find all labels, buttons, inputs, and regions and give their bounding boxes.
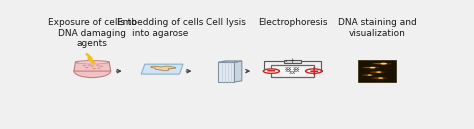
Circle shape [376, 71, 382, 73]
Text: Embedding of cells
into agarose: Embedding of cells into agarose [117, 18, 203, 38]
Polygon shape [74, 62, 110, 71]
Circle shape [264, 69, 280, 73]
Circle shape [367, 74, 372, 76]
FancyBboxPatch shape [284, 60, 301, 63]
Text: xx: xx [285, 66, 292, 71]
Circle shape [91, 66, 94, 67]
Polygon shape [235, 61, 242, 82]
Circle shape [306, 69, 322, 73]
Polygon shape [219, 61, 242, 62]
Text: xx: xx [285, 68, 292, 73]
Text: xx: xx [289, 70, 296, 75]
Text: −: − [266, 65, 277, 78]
Circle shape [370, 67, 375, 68]
Text: - +: - + [285, 58, 296, 64]
Ellipse shape [373, 63, 383, 64]
Circle shape [97, 68, 101, 69]
Ellipse shape [74, 65, 110, 78]
Bar [272, 65, 314, 77]
Text: Cell lysis: Cell lysis [207, 18, 246, 27]
Bar [219, 62, 235, 82]
Ellipse shape [375, 63, 392, 65]
Ellipse shape [362, 67, 373, 68]
Text: xx: xx [292, 66, 300, 71]
Ellipse shape [75, 61, 109, 64]
Polygon shape [151, 66, 176, 71]
Circle shape [92, 68, 96, 69]
Polygon shape [141, 64, 183, 74]
Text: DNA staining and
visualization: DNA staining and visualization [337, 18, 416, 38]
Circle shape [378, 77, 383, 79]
Text: Exposure of cells to
DNA damaging
agents: Exposure of cells to DNA damaging agents [48, 18, 137, 48]
Ellipse shape [222, 61, 238, 62]
Circle shape [82, 65, 86, 66]
Ellipse shape [364, 74, 375, 76]
Circle shape [380, 63, 387, 64]
Ellipse shape [365, 67, 380, 69]
Text: xx: xx [292, 68, 300, 73]
Circle shape [88, 65, 91, 66]
Circle shape [100, 66, 103, 67]
Ellipse shape [373, 71, 385, 73]
Bar [358, 60, 396, 82]
Text: +: + [308, 65, 319, 78]
Ellipse shape [77, 62, 108, 64]
Text: Electrophoresis: Electrophoresis [258, 18, 327, 27]
Ellipse shape [374, 77, 387, 79]
Circle shape [85, 67, 89, 68]
Circle shape [96, 65, 100, 66]
